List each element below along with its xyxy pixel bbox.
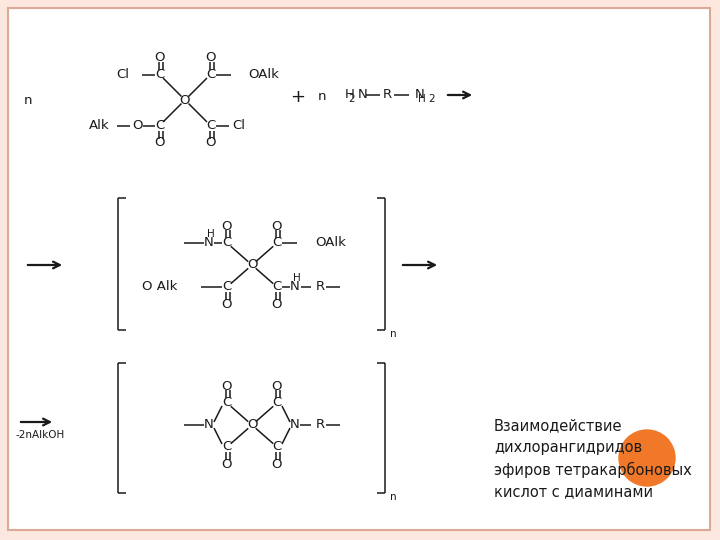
Text: N: N xyxy=(290,418,300,431)
Text: O: O xyxy=(154,136,165,149)
Text: H: H xyxy=(293,273,301,283)
Text: O: O xyxy=(247,259,257,272)
Text: Взаимодействие
дихлорангидридов
эфиров тетракарбоновых
кислот с диаминами: Взаимодействие дихлорангидридов эфиров т… xyxy=(494,418,692,500)
Text: C: C xyxy=(222,441,232,454)
Text: R: R xyxy=(382,89,392,102)
Text: O: O xyxy=(247,418,257,431)
Text: N: N xyxy=(415,89,425,102)
Text: 2: 2 xyxy=(428,94,436,104)
Text: O: O xyxy=(271,298,282,310)
Text: H: H xyxy=(345,89,355,102)
Text: R: R xyxy=(315,418,325,431)
Text: O: O xyxy=(271,457,282,470)
Text: O: O xyxy=(222,219,233,233)
Text: OAlk: OAlk xyxy=(315,237,346,249)
Text: Cl: Cl xyxy=(117,68,130,81)
Text: OAlk: OAlk xyxy=(248,68,279,81)
Circle shape xyxy=(619,430,675,486)
Text: +: + xyxy=(290,88,305,106)
Text: R: R xyxy=(315,280,325,294)
Text: O: O xyxy=(205,51,216,64)
Text: C: C xyxy=(222,396,232,409)
Text: O: O xyxy=(154,51,165,64)
Text: O: O xyxy=(222,298,233,310)
FancyBboxPatch shape xyxy=(8,8,710,530)
Text: H: H xyxy=(207,229,215,239)
Text: O: O xyxy=(205,136,216,149)
Text: n: n xyxy=(390,492,396,502)
Text: C: C xyxy=(206,119,215,132)
Text: N: N xyxy=(204,237,214,249)
Text: n: n xyxy=(318,91,326,104)
Text: C: C xyxy=(222,280,232,294)
Text: -2nAlkOH: -2nAlkOH xyxy=(16,430,66,440)
Text: O: O xyxy=(222,380,233,393)
Text: N: N xyxy=(204,418,214,431)
Text: C: C xyxy=(222,237,232,249)
Text: O Alk: O Alk xyxy=(142,280,177,294)
Text: C: C xyxy=(272,280,282,294)
Text: N: N xyxy=(290,280,300,294)
Text: H: H xyxy=(418,94,426,104)
Text: Alk: Alk xyxy=(89,119,109,132)
Text: 2: 2 xyxy=(348,94,355,104)
Text: C: C xyxy=(272,396,282,409)
Text: O: O xyxy=(132,119,143,132)
Text: C: C xyxy=(155,68,164,81)
Text: O: O xyxy=(271,380,282,393)
Text: n: n xyxy=(24,93,32,106)
Text: n: n xyxy=(390,329,396,339)
Text: C: C xyxy=(272,237,282,249)
Text: C: C xyxy=(206,68,215,81)
Text: O: O xyxy=(222,457,233,470)
Text: N: N xyxy=(358,89,368,102)
Text: O: O xyxy=(180,93,190,106)
Text: C: C xyxy=(155,119,164,132)
Text: C: C xyxy=(272,441,282,454)
Text: Cl: Cl xyxy=(233,119,246,132)
Text: O: O xyxy=(271,219,282,233)
